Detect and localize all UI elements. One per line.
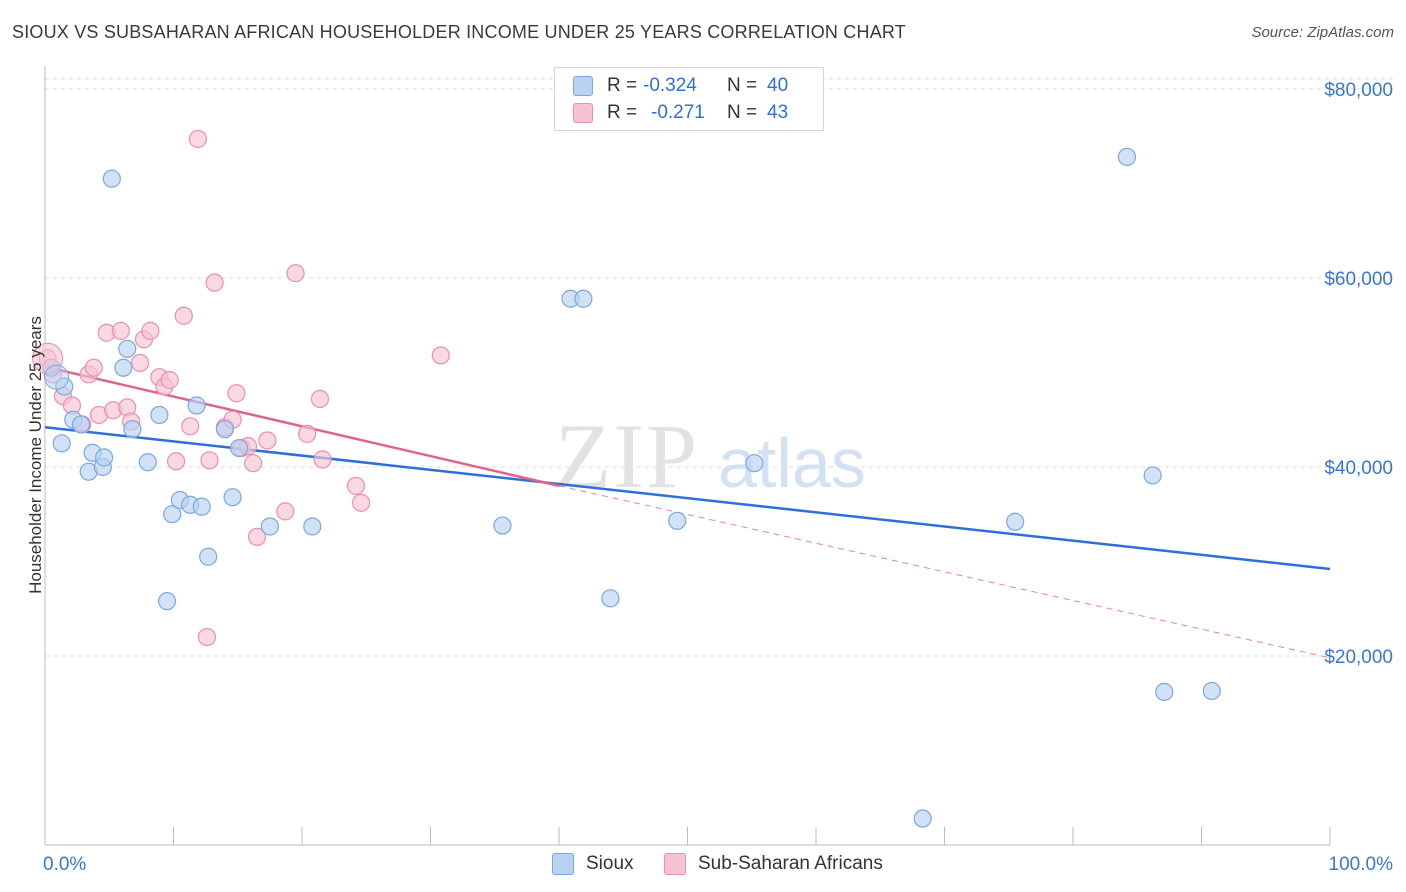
trend-lines [44,365,1331,659]
africans-point [84,358,103,377]
sioux-r-value: -0.324 [643,75,697,96]
legend-row-africans: R = -0.271 N = 43 [573,101,788,125]
sioux-point [493,516,512,535]
africans-n-label: N = [727,102,758,123]
sioux-point [71,415,91,434]
africans-point [227,384,246,403]
sioux-point [303,517,322,536]
sioux-r-label: R = [607,75,638,96]
sioux-point [1155,682,1174,701]
africans-point [431,346,450,365]
bottom-sioux-swatch [552,853,574,875]
bottom-sioux-label: Sioux [586,853,634,874]
y-axis-label: Householder Income Under 25 years [26,316,45,594]
sioux-point-large [44,364,70,390]
sioux-point [745,454,764,473]
sioux-point [574,289,593,308]
africans-point [205,273,224,292]
africans-trend-line [44,365,560,488]
y-tick-label: $40,000 [1324,458,1393,479]
sioux-point [1143,466,1162,485]
sioux-point [163,505,182,524]
bottom-africans-swatch [664,853,686,875]
africans-point [181,417,200,436]
sioux-n-label: N = [727,75,758,96]
africans-point [310,389,330,409]
legend-row-sioux: R = -0.324 N = 40 [573,74,788,98]
y-tick-label: $20,000 [1324,647,1393,668]
sioux-point [102,169,121,188]
africans-point [352,493,371,512]
watermark-atlas: atlas [718,424,866,502]
x-tick-label: 100.0% [1329,854,1394,875]
sioux-point [157,592,177,611]
africans-point [111,321,130,340]
bottom-africans-label: Sub-Saharan Africans [698,853,883,874]
watermark: ZIP atlas [555,405,866,507]
chart-title: SIOUX VS SUBSAHARAN AFRICAN HOUSEHOLDER … [12,22,906,42]
bottom-legend-africans: Sub-Saharan Africans [664,851,883,877]
sioux-point [138,453,157,472]
sioux-point [118,339,137,358]
africans-r-value: -0.271 [651,102,705,123]
sioux-point [123,420,142,439]
africans-point [197,627,217,647]
africans-point [244,454,263,473]
sioux-point [229,438,249,458]
sioux-point [1117,147,1137,167]
africans-point [298,424,317,443]
sioux-point [223,488,242,507]
africans-point [166,452,186,471]
africans-point [247,527,267,546]
africans-point [313,450,332,469]
sioux-trend-line [44,426,1331,571]
africans-point [174,306,193,325]
africans-point [258,431,277,450]
sioux-point [260,517,279,536]
sioux-point [215,420,234,439]
sioux-point [199,547,218,566]
sioux-point [114,358,133,377]
x-tick-label: 0.0% [43,854,86,875]
source-credit: Source: ZipAtlas.com [1251,24,1394,41]
sioux-point [192,497,211,516]
sioux-point [52,434,71,453]
sioux-point [1006,512,1025,531]
sioux-point [601,589,620,608]
grid-lines [45,78,1393,657]
africans-n-value: 43 [767,102,789,123]
correlation-legend: R = -0.324 N = 40 R = -0.271 N = 43 [554,67,824,131]
sioux-swatch [573,76,593,96]
africans-point [286,264,305,283]
africans-point [130,353,150,373]
africans-point [276,502,295,521]
sioux-n-value: 40 [767,75,789,96]
africans-point [200,451,219,470]
bottom-legend-sioux: Sioux [552,851,634,877]
africans-point [141,321,160,340]
axes [44,66,1331,846]
sioux-point [913,809,932,828]
tick-labels: $20,000 $40,000 $60,000 $80,000 0.0% 100.0% [43,80,1393,875]
sioux-point [187,396,206,415]
watermark-zip: ZIP [555,405,699,507]
africans-point [346,476,366,495]
sioux-point [668,511,687,530]
data-points [32,129,1221,828]
africans-swatch [573,103,593,123]
y-tick-label: $60,000 [1324,269,1393,290]
sioux-point [1202,681,1221,701]
sioux-point [150,405,169,425]
africans-point [188,129,208,149]
africans-r-label: R = [607,102,638,123]
africans-point [160,370,179,390]
sioux-point [95,448,114,467]
africans-trend-line [558,485,1331,659]
y-tick-label: $80,000 [1324,80,1393,101]
